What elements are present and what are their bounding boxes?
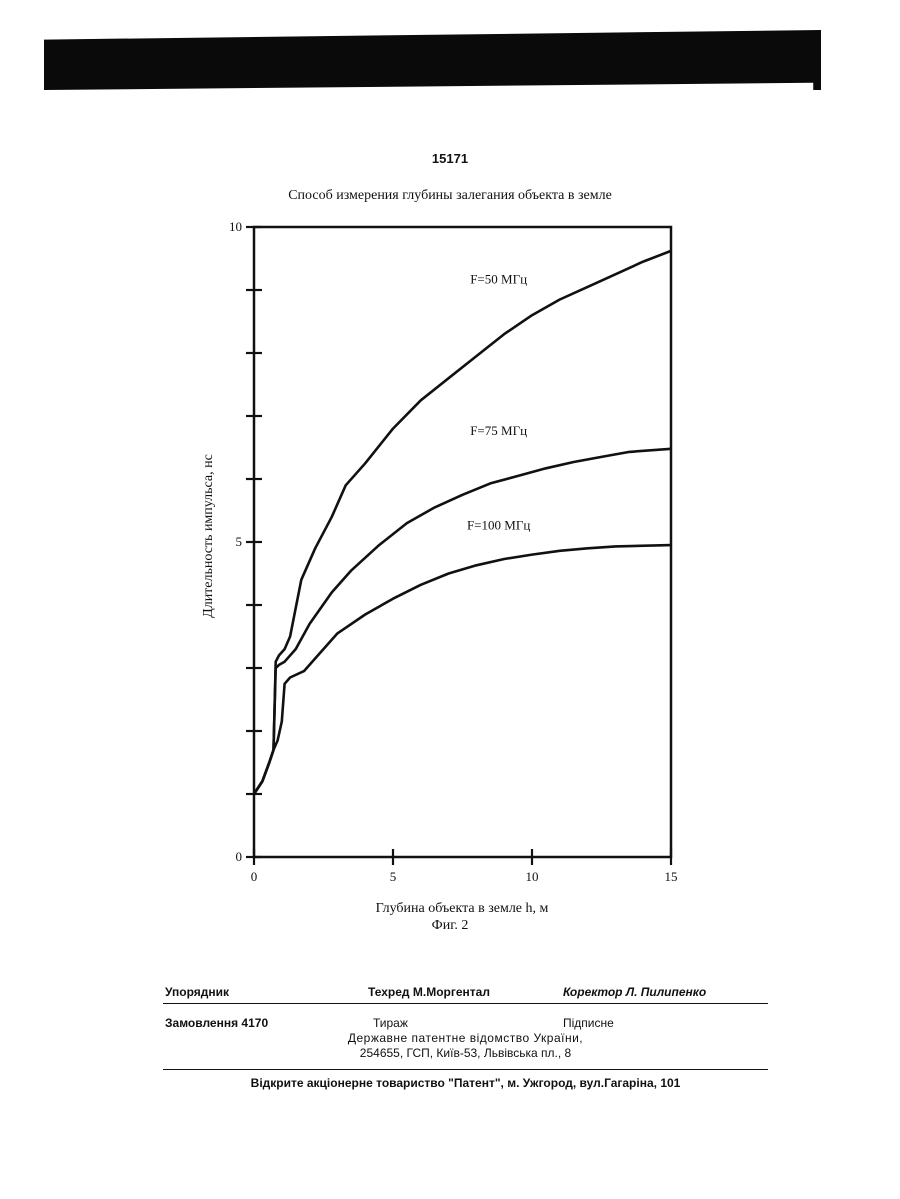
compiler-label: Упорядник — [165, 985, 229, 999]
imprint-footer: Упорядник Техред М.Моргентал Коректор Л.… — [163, 983, 768, 1103]
tech-editor: Техред М.Моргентал — [368, 985, 490, 999]
series-label: F=75 МГц — [470, 423, 527, 438]
x-tick-label: 5 — [390, 869, 397, 884]
y-tick-label: 10 — [229, 219, 242, 234]
plot-frame — [254, 227, 671, 857]
circulation: Тираж — [373, 1016, 408, 1030]
address: 254655, ГСП, Київ-53, Львівська пл., 8 — [163, 1046, 768, 1060]
figure-label: Фиг. 2 — [0, 918, 900, 934]
chart-axes: 0 5 10 0 5 10 15 — [229, 219, 678, 884]
publisher: Відкрите акціонерне товариство "Патент",… — [163, 1076, 768, 1090]
agency: Державне патентне відомство України, — [163, 1031, 768, 1045]
y-tick-label: 5 — [236, 534, 243, 549]
series-line — [254, 545, 671, 794]
corrector: Коректор Л. Пилипенко — [563, 985, 706, 999]
x-tick-label: 10 — [526, 869, 539, 884]
series-label: F=50 МГц — [470, 272, 527, 287]
x-tick-label: 0 — [251, 869, 258, 884]
chart: 0 5 10 0 5 10 15 F=50 МГц F=75 МГц F=100 МГц Дли… — [0, 0, 900, 920]
signed-label: Підписне — [563, 1016, 614, 1030]
divider — [163, 1069, 768, 1070]
x-tick-label: 15 — [665, 869, 678, 884]
series-line — [254, 251, 671, 794]
y-axis-title: Длительность импульса, нс — [201, 454, 216, 618]
x-axis-title: Глубина объекта в земле h, м — [376, 901, 549, 916]
chart-series — [254, 251, 671, 794]
divider — [163, 1003, 768, 1004]
order-number: Замовлення 4170 — [165, 1016, 268, 1030]
series-label: F=100 МГц — [467, 517, 530, 532]
series-line — [254, 449, 671, 794]
chart-labels: F=50 МГц F=75 МГц F=100 МГц — [467, 272, 530, 533]
y-tick-label: 0 — [236, 849, 243, 864]
